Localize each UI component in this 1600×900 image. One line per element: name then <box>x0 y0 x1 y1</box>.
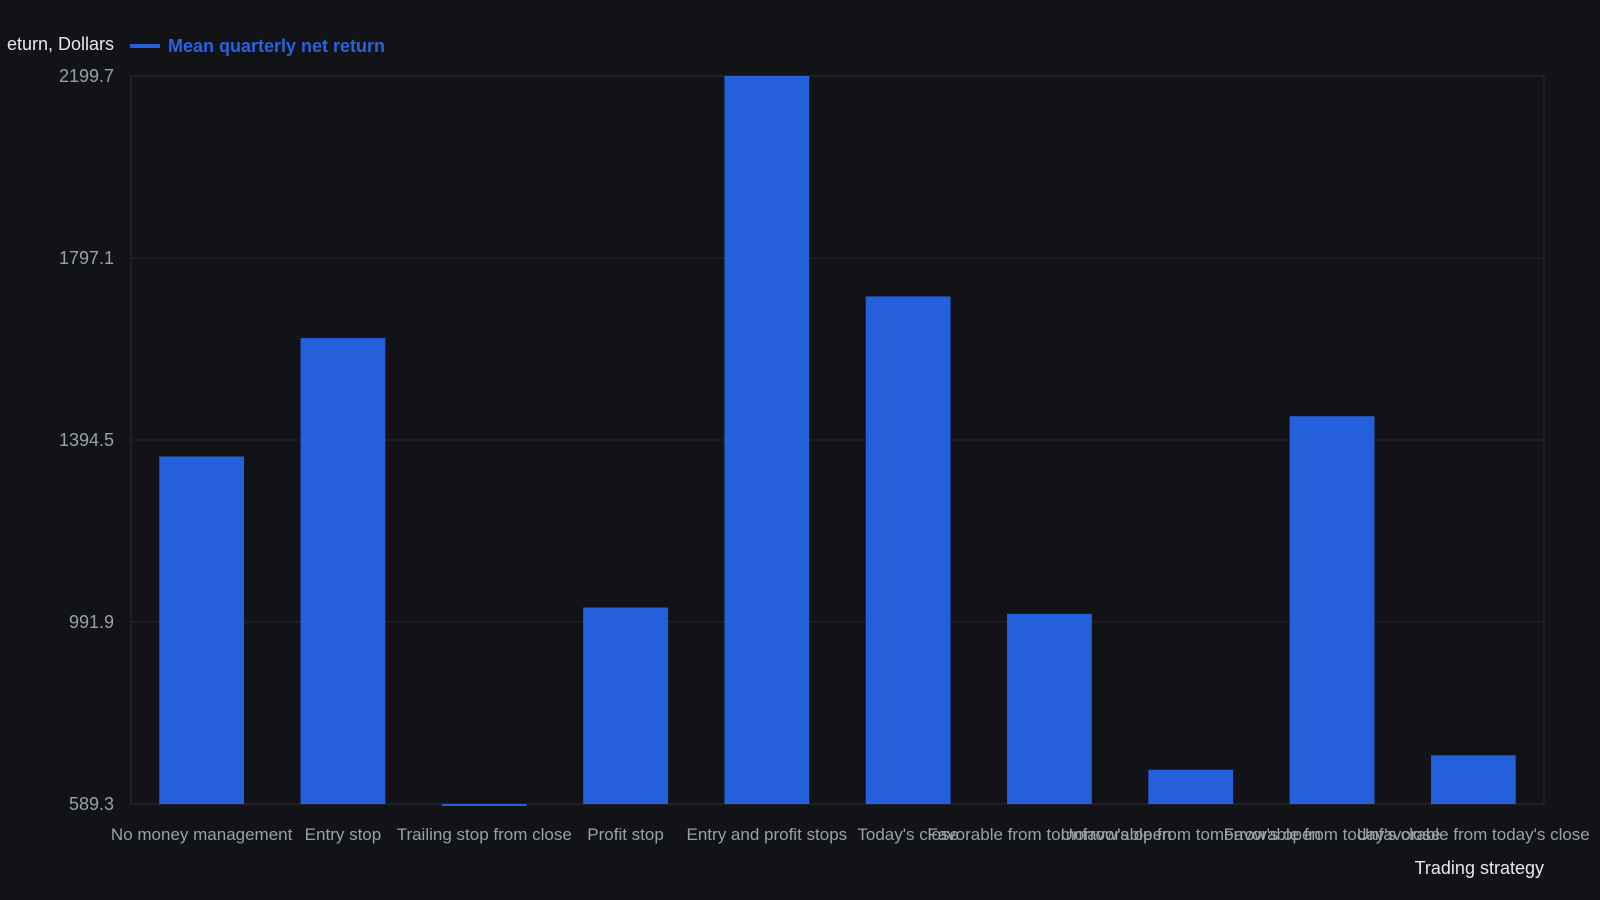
x-category-label: Profit stop <box>587 825 664 844</box>
x-category-label: Today's close <box>857 825 959 844</box>
y-tick-label: 1394.5 <box>59 430 114 450</box>
bar[interactable] <box>1430 755 1516 804</box>
x-category-label: Trailing stop from close <box>397 825 572 844</box>
bar[interactable] <box>865 296 951 804</box>
bar[interactable] <box>159 456 245 804</box>
y-tick-label: 1797.1 <box>59 248 114 268</box>
legend[interactable]: Mean quarterly net return <box>130 36 385 56</box>
bar[interactable] <box>1289 416 1375 804</box>
x-category-label: Unfavorable from today's close <box>1357 825 1590 844</box>
x-axis-title: Trading strategy <box>1415 858 1544 878</box>
y-axis-title: eturn, Dollars <box>7 34 114 54</box>
x-category-label: Entry stop <box>305 825 382 844</box>
y-tick-label: 589.3 <box>69 794 114 814</box>
x-category-label: Favorable from today's close <box>1224 825 1441 844</box>
bar[interactable] <box>583 607 668 804</box>
x-category-label: Unfavorable from tomorrow's open <box>1061 825 1321 844</box>
bar[interactable] <box>1007 613 1092 804</box>
y-tick-label: 2199.7 <box>59 66 114 86</box>
legend-label: Mean quarterly net return <box>168 36 385 56</box>
bar[interactable] <box>724 76 810 804</box>
x-category-label: Entry and profit stops <box>687 825 848 844</box>
bar[interactable] <box>1148 769 1234 804</box>
x-category-label: Favorable from tomorrow's open <box>927 825 1171 844</box>
y-tick-labels: 589.3 991.9 1394.5 1797.1 2199.7 <box>59 66 114 814</box>
bar[interactable] <box>300 338 386 804</box>
x-category-labels: No money management Entry stop Trailing st… <box>111 825 1590 844</box>
x-category-label: No money management <box>111 825 293 844</box>
bars <box>159 76 1516 806</box>
plot-frame <box>130 75 1545 805</box>
bar[interactable] <box>441 804 527 806</box>
y-tick-label: 991.9 <box>69 612 114 632</box>
